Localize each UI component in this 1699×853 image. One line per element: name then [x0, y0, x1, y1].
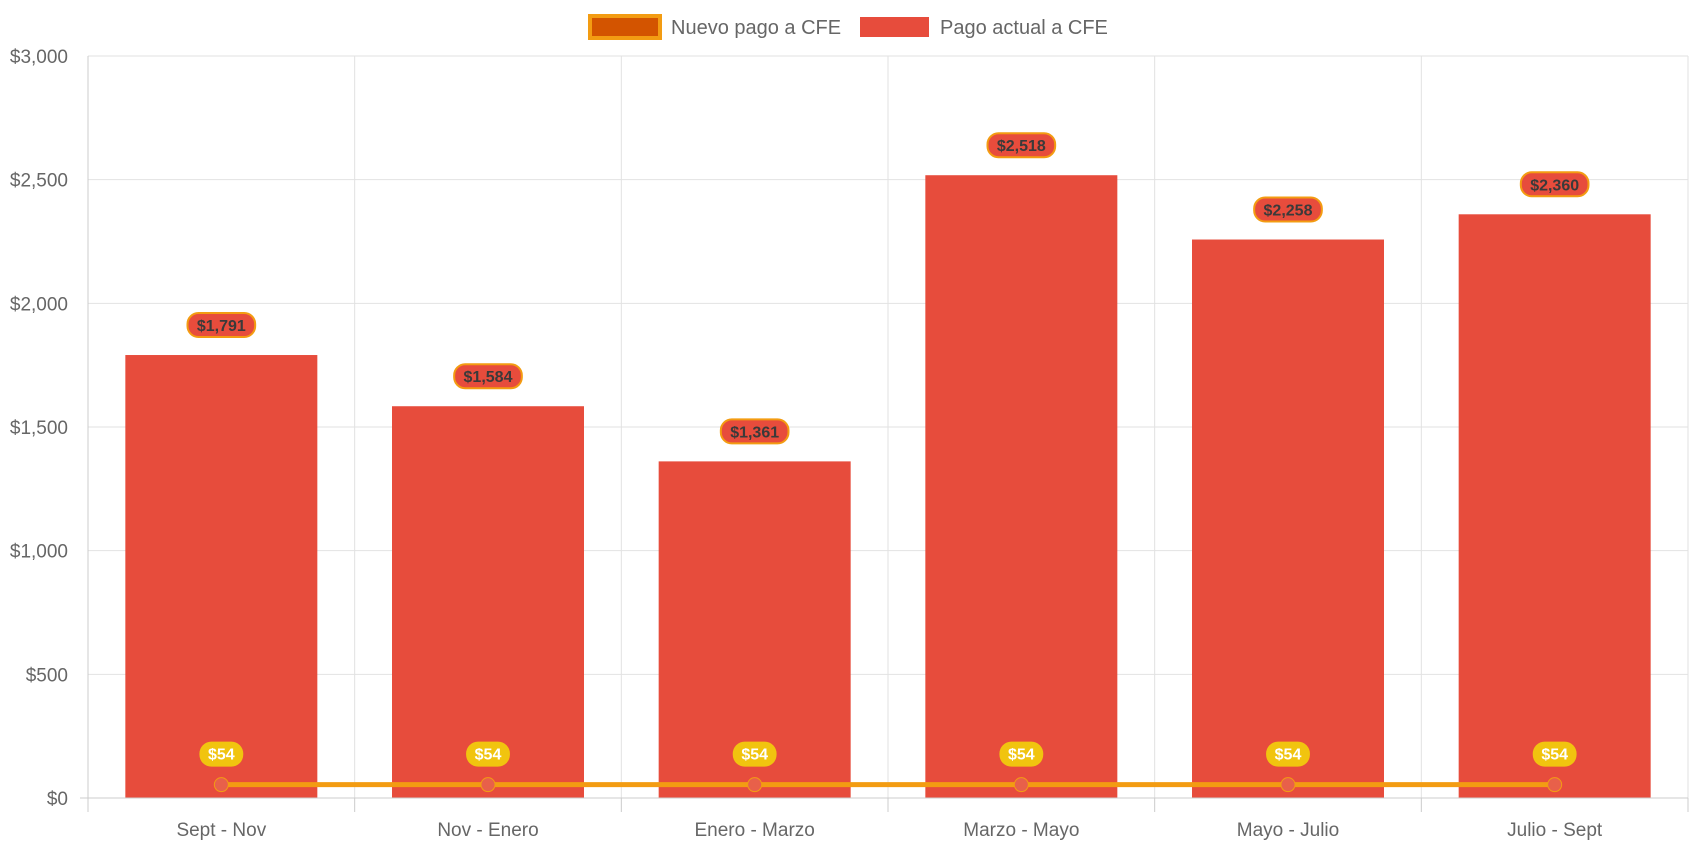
- bar-value-label: $1,361: [730, 424, 779, 441]
- legend-swatch-pago-actual: [860, 17, 929, 37]
- line-series: [213, 777, 1563, 793]
- bar-value-label: $2,258: [1264, 203, 1313, 220]
- legend-item-nuevo-pago[interactable]: Nuevo pago a CFE: [588, 14, 841, 40]
- bar-value-label-bg: [1519, 171, 1590, 198]
- bar-value-label: $1,791: [197, 318, 246, 335]
- line-point: [1013, 777, 1029, 793]
- bar: [125, 355, 318, 798]
- axes: $0 $500 $1,000 $1,500 $2,000 $2,500 $3,000 Sept…: [10, 47, 1689, 841]
- y-tick-label: $2,500: [10, 171, 68, 192]
- line-point: [1547, 777, 1563, 793]
- bar: [1192, 239, 1384, 798]
- line-value-label-bg: [1532, 741, 1577, 767]
- bar-value-label-bg: [1253, 196, 1323, 223]
- line-value-label-bg: [732, 741, 777, 767]
- x-tick-label: Sept - Nov: [176, 820, 266, 841]
- line-value-label: $54: [1541, 747, 1568, 764]
- bar-value-label: $2,360: [1530, 177, 1579, 194]
- line-point: [480, 777, 496, 793]
- x-tick-label: Nov - Enero: [437, 820, 538, 841]
- y-tick-label: $2,000: [10, 294, 68, 315]
- x-tick-label: Enero - Marzo: [694, 820, 814, 841]
- line-point: [213, 777, 229, 793]
- line-point: [1280, 777, 1296, 793]
- bar-value-label-bg: [453, 363, 523, 390]
- bar-value-label-bg: [186, 312, 257, 339]
- bar-value-label-bg: [986, 132, 1057, 159]
- line-value-label: $54: [741, 747, 768, 764]
- legend: Nuevo pago a CFE Pago actual a CFE: [588, 14, 1108, 40]
- bar-series: [125, 175, 1651, 798]
- y-tick-label: $0: [47, 789, 68, 810]
- line-value-label-bg: [466, 741, 510, 767]
- x-tick-label: Mayo - Julio: [1237, 820, 1339, 841]
- bar-value-label: $1,584: [464, 369, 513, 386]
- bar-value-label: $2,518: [997, 138, 1046, 155]
- grid-lines: [88, 55, 1689, 798]
- y-tick-label: $1,000: [10, 542, 68, 563]
- bar-value-label-bg: [719, 418, 790, 445]
- legend-label-nuevo-pago: Nuevo pago a CFE: [671, 17, 841, 39]
- line-value-label: $54: [1008, 747, 1035, 764]
- line-value-label-bg: [1266, 741, 1310, 767]
- y-tick-label: $1,500: [10, 418, 68, 439]
- bar: [925, 175, 1118, 798]
- line-value-label: $54: [1275, 747, 1302, 764]
- x-tick-label: Julio - Sept: [1507, 820, 1603, 841]
- legend-swatch-nuevo-pago: [588, 14, 662, 40]
- legend-item-pago-actual[interactable]: Pago actual a CFE: [860, 17, 1108, 39]
- line-value-label: $54: [208, 747, 235, 764]
- y-tick-label: $3,000: [10, 47, 68, 68]
- bar: [392, 406, 584, 798]
- bar: [1458, 214, 1651, 798]
- data-labels: $1,791 $1,584 $1,361 $2,518 $2,258 $2,360 $54 $…: [186, 132, 1590, 767]
- legend-label-pago-actual: Pago actual a CFE: [940, 17, 1108, 39]
- line-point: [747, 777, 763, 793]
- y-tick-label: $500: [26, 665, 68, 686]
- line-value-label-bg: [199, 741, 244, 767]
- x-tick-label: Marzo - Mayo: [963, 820, 1079, 841]
- line-value-label-bg: [999, 741, 1044, 767]
- line-value-label: $54: [475, 747, 502, 764]
